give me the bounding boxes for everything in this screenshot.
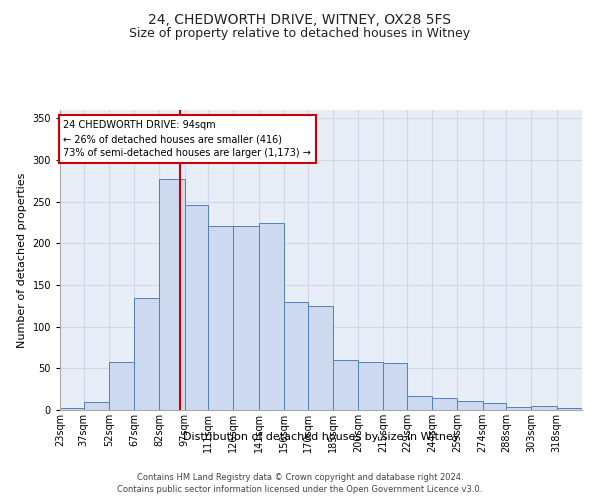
Bar [383,364,407,410]
Bar [284,302,308,410]
Text: Distribution of detached houses by size in Witney: Distribution of detached houses by size … [183,432,459,442]
Text: Size of property relative to detached houses in Witney: Size of property relative to detached ho… [130,28,470,40]
Y-axis label: Number of detached properties: Number of detached properties [17,172,27,348]
Bar [358,362,383,410]
Bar [160,179,185,410]
Bar [60,408,83,410]
Text: 24, CHEDWORTH DRIVE, WITNEY, OX28 5FS: 24, CHEDWORTH DRIVE, WITNEY, OX28 5FS [149,12,452,26]
Text: 24 CHEDWORTH DRIVE: 94sqm
← 26% of detached houses are smaller (416)
73% of semi: 24 CHEDWORTH DRIVE: 94sqm ← 26% of detac… [64,120,311,158]
Bar [83,402,109,410]
Bar [457,401,482,410]
Bar [333,360,358,410]
Bar [109,362,134,410]
Bar [233,226,259,410]
Bar [208,226,233,410]
Bar [185,205,208,410]
Bar [308,306,333,410]
Bar [557,408,582,410]
Bar [134,298,160,410]
Text: Contains HM Land Registry data © Crown copyright and database right 2024.: Contains HM Land Registry data © Crown c… [137,472,463,482]
Bar [407,396,432,410]
Bar [506,406,532,410]
Bar [532,406,557,410]
Bar [259,224,284,410]
Text: Contains public sector information licensed under the Open Government Licence v3: Contains public sector information licen… [118,485,482,494]
Bar [432,398,457,410]
Bar [482,404,506,410]
